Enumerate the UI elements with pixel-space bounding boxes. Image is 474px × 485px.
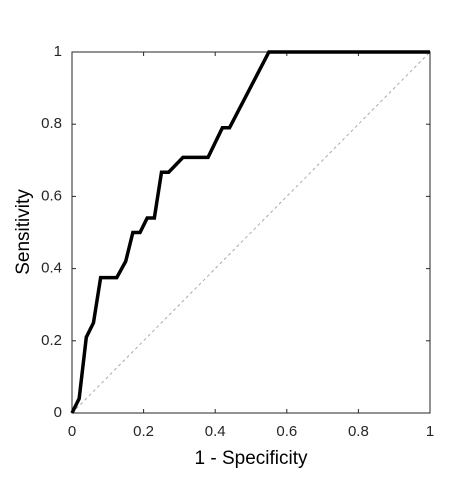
y-tick-label: 0.4 xyxy=(41,260,62,277)
plot-frame xyxy=(71,51,431,414)
x-axis-label: 1 - Specificity xyxy=(195,448,308,469)
y-tick-label: 1 xyxy=(54,43,62,60)
y-tick-label: 0 xyxy=(54,404,62,421)
reference-diagonal xyxy=(71,51,431,414)
y-tick-label: 0.8 xyxy=(41,115,62,132)
y-axis-label: Sensitivity xyxy=(13,189,34,275)
x-tick-label: 0.2 xyxy=(133,423,154,440)
roc-curve xyxy=(70,50,430,414)
x-tick-label: 1 xyxy=(426,423,434,440)
x-tick-label: 0 xyxy=(68,423,76,440)
y-tick-label: 0.6 xyxy=(41,187,62,204)
x-tick-label: 0.4 xyxy=(205,423,226,440)
x-tick-label: 0.8 xyxy=(348,423,369,440)
x-tick-label: 0.6 xyxy=(276,423,297,440)
y-tick-label: 0.2 xyxy=(41,332,62,349)
